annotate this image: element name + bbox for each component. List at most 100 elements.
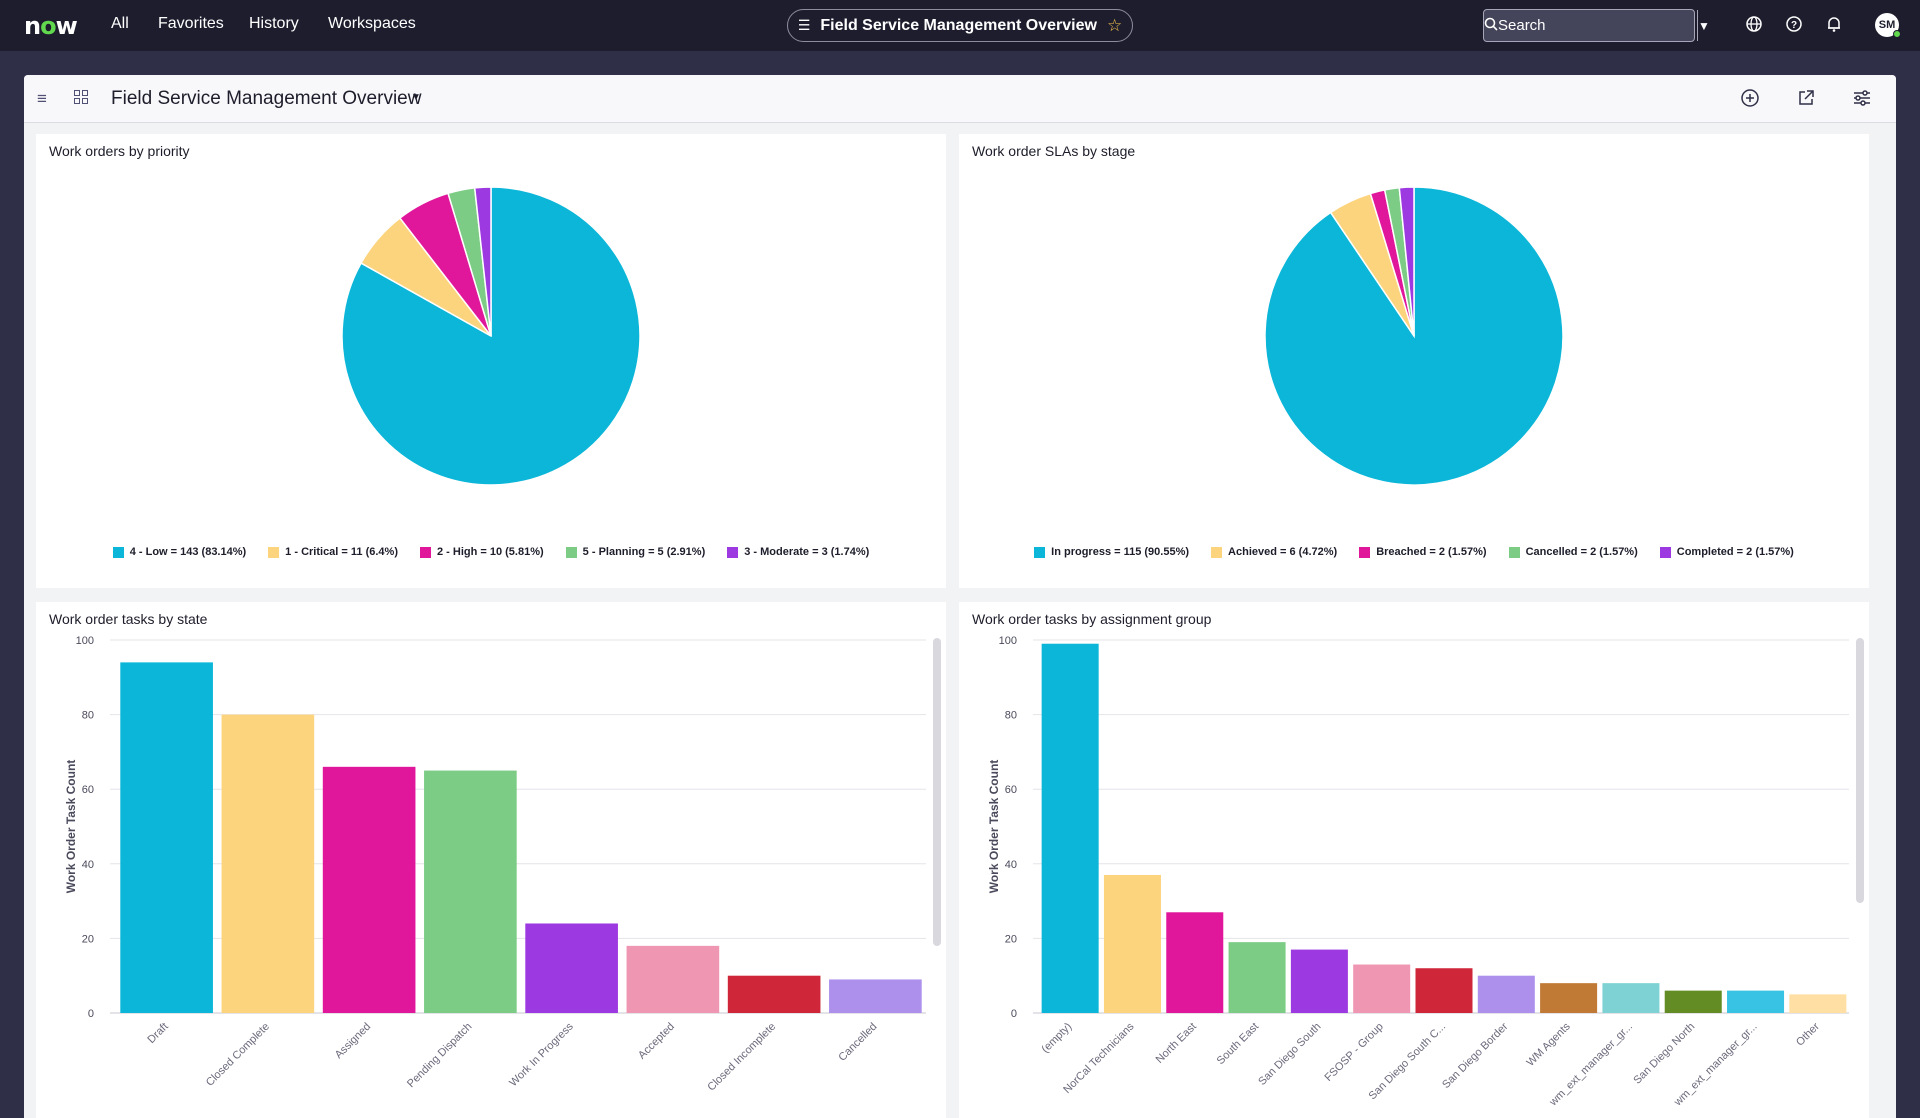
bar[interactable] (1290, 949, 1348, 1013)
legend-label: Achieved = 6 (4.72%) (1228, 546, 1338, 558)
legend-swatch (419, 546, 431, 558)
pie-slice[interactable] (1398, 186, 1415, 337)
globe-icon[interactable] (1745, 15, 1765, 35)
bar[interactable] (626, 945, 720, 1013)
dashboard-header: ≡ Field Service Management Overview ▼ (24, 75, 1896, 123)
notifications-bell-icon[interactable] (1825, 15, 1845, 35)
bar[interactable] (1477, 975, 1535, 1013)
bar[interactable] (322, 766, 416, 1013)
bar[interactable] (1103, 874, 1161, 1013)
x-tick-label: (empty) (1039, 1021, 1074, 1056)
sidebar-toggle-icon[interactable]: ≡ (37, 89, 47, 108)
priority-legend: 4 - Low = 143 (83.14%) 1 - Critical = 11… (36, 546, 946, 558)
bar[interactable] (424, 770, 517, 1013)
legend-label: Breached = 2 (1.57%) (1376, 546, 1487, 558)
legend-item[interactable]: 5 - Planning = 5 (2.91%) (565, 546, 705, 558)
bar[interactable] (829, 979, 922, 1013)
chart-scrollbar[interactable] (1856, 638, 1864, 903)
legend-label: 2 - High = 10 (5.81%) (436, 546, 544, 558)
bar[interactable] (120, 662, 213, 1013)
nav-history[interactable]: History (249, 15, 299, 32)
workspace-title: Field Service Management Overview (820, 16, 1097, 34)
bar[interactable] (1664, 990, 1722, 1013)
legend-item[interactable]: 2 - High = 10 (5.81%) (419, 546, 544, 558)
legend-item[interactable]: Breached = 2 (1.57%) (1359, 546, 1487, 558)
legend-swatch (565, 546, 577, 558)
bar[interactable] (1789, 994, 1847, 1013)
legend-swatch (1211, 546, 1223, 558)
legend-item[interactable]: In progress = 115 (90.55%) (1034, 546, 1189, 558)
search-scope-dropdown[interactable]: ▼ (1697, 10, 1710, 41)
chart-scrollbar[interactable] (933, 638, 941, 946)
x-tick-label: Draft (145, 1021, 170, 1046)
svg-text:?: ? (1791, 20, 1797, 31)
legend-item[interactable]: 1 - Critical = 11 (6.4%) (268, 546, 398, 558)
dashboard-title[interactable]: Field Service Management Overview (111, 88, 422, 109)
bar[interactable] (1041, 643, 1099, 1013)
legend-swatch (727, 546, 739, 558)
legend-label: In progress = 115 (90.55%) (1051, 546, 1190, 558)
legend-item[interactable]: Achieved = 6 (4.72%) (1211, 546, 1337, 558)
user-avatar[interactable]: SM (1875, 13, 1901, 38)
nav-favorites[interactable]: Favorites (158, 15, 224, 32)
add-widget-icon[interactable] (1740, 88, 1762, 110)
bar[interactable] (1415, 968, 1473, 1013)
legend-item[interactable]: Cancelled = 2 (1.57%) (1508, 546, 1638, 558)
x-tick-label: North East (1154, 1021, 1199, 1066)
bar[interactable] (1353, 964, 1411, 1013)
bar[interactable] (1540, 983, 1598, 1013)
legend-item[interactable]: 4 - Low = 143 (83.14%) (112, 546, 247, 558)
bar[interactable] (1228, 942, 1286, 1013)
filter-settings-icon[interactable] (1852, 88, 1874, 110)
widget-work-order-slas-by-stage: Work order SLAs by stage In progress = 1… (959, 134, 1869, 588)
y-tick-label: 80 (82, 710, 94, 722)
workspace-title-pill[interactable]: ☰ Field Service Management Overview ☆ (787, 9, 1133, 42)
nav-workspaces[interactable]: Workspaces (328, 15, 416, 32)
y-tick-label: 100 (76, 635, 94, 647)
share-icon[interactable] (1796, 88, 1818, 110)
x-tick-label: Accepted (636, 1021, 677, 1062)
bar[interactable] (1166, 912, 1224, 1013)
legend-swatch (112, 546, 124, 558)
x-tick-label: South East (1215, 1021, 1262, 1068)
legend-swatch (268, 546, 280, 558)
dashboard-title-caret-icon[interactable]: ▼ (411, 92, 421, 103)
x-tick-label: NorCal Technicians (1061, 1020, 1137, 1096)
legend-label: 4 - Low = 143 (83.14%) (129, 546, 247, 558)
pie-slice[interactable] (473, 186, 492, 337)
y-tick-label: 60 (1005, 784, 1017, 796)
widget-title: Work order tasks by state (49, 611, 208, 627)
help-icon[interactable]: ? (1785, 15, 1805, 35)
widget-work-order-tasks-by-assignment-group: Work order tasks by assignment group 0 20… (959, 602, 1869, 1118)
presence-indicator (1893, 30, 1901, 38)
servicenow-logo[interactable]: now (24, 12, 78, 40)
search-icon (1484, 17, 1498, 35)
bar[interactable] (1727, 990, 1785, 1013)
favorite-star-icon[interactable]: ☆ (1106, 15, 1123, 35)
widget-title: Work order tasks by assignment group (972, 611, 1212, 627)
tasks-by-group-bar-chart: 0 20 40 60 80 100 Work Order Task Count (empty)… (987, 635, 1849, 1109)
bar[interactable] (1602, 983, 1660, 1013)
legend-swatch (1659, 546, 1671, 558)
y-tick-label: 40 (82, 859, 94, 871)
legend-item[interactable]: Completed = 2 (1.57%) (1659, 546, 1794, 558)
y-tick-label: 40 (1005, 859, 1017, 871)
y-tick-label: 80 (1005, 710, 1017, 722)
legend-item[interactable]: 3 - Moderate = 3 (1.74%) (727, 546, 869, 558)
bar[interactable] (221, 714, 315, 1013)
x-tick-label: San Diego South (1256, 1021, 1323, 1088)
legend-label: 1 - Critical = 11 (6.4%) (285, 546, 398, 558)
y-tick-label: 100 (999, 635, 1017, 647)
top-navigation: now All Favorites History Workspaces ☰ F… (0, 0, 1920, 51)
x-tick-label: Assigned (333, 1021, 373, 1061)
dashboard-grid-icon[interactable] (74, 89, 88, 109)
legend-label: 3 - Moderate = 3 (1.74%) (744, 546, 870, 558)
widget-work-orders-by-priority: Work orders by priority 4 - Low = 143 (8… (36, 134, 946, 588)
search-input[interactable] (1498, 17, 1697, 34)
bar[interactable] (727, 975, 821, 1013)
x-tick-label: Work In Progress (507, 1020, 576, 1089)
legend-swatch (1359, 546, 1371, 558)
bar[interactable] (525, 923, 618, 1013)
nav-all[interactable]: All (111, 15, 129, 32)
x-tick-label: Pending Dispatch (405, 1021, 474, 1090)
